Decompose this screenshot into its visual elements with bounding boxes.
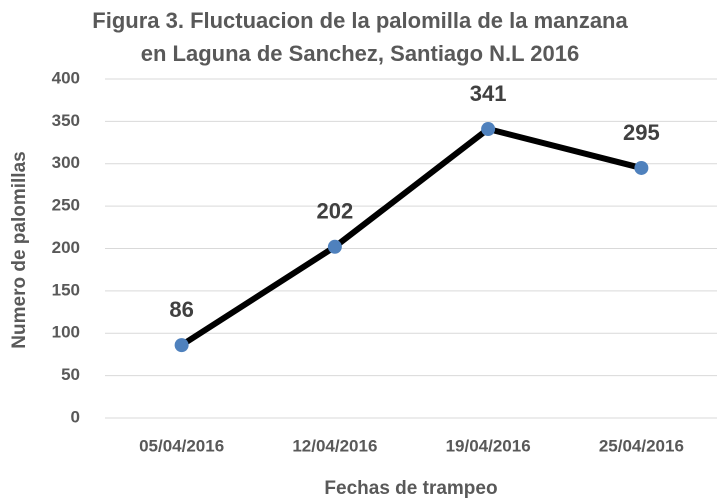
y-tick-label: 0 bbox=[71, 407, 80, 426]
y-axis-label: Numero de palomillas bbox=[9, 151, 30, 348]
data-point bbox=[174, 338, 189, 353]
y-tick-label: 100 bbox=[52, 323, 80, 342]
y-tick-label: 350 bbox=[52, 111, 80, 130]
x-axis-label: Fechas de trampeo bbox=[324, 478, 497, 499]
chart-title: Figura 3. Fluctuacion de la palomilla de… bbox=[92, 8, 628, 33]
y-tick-label: 300 bbox=[52, 153, 80, 172]
chart-title: en Laguna de Sanchez, Santiago N.L 2016 bbox=[141, 41, 580, 66]
y-tick-label: 400 bbox=[52, 68, 80, 87]
data-label: 341 bbox=[470, 81, 507, 106]
y-tick-label: 50 bbox=[61, 365, 80, 384]
data-point bbox=[481, 122, 496, 137]
x-tick-label: 25/04/2016 bbox=[599, 436, 684, 455]
x-tick-label: 05/04/2016 bbox=[139, 436, 224, 455]
y-tick-label: 200 bbox=[52, 238, 80, 257]
y-tick-label: 150 bbox=[52, 280, 80, 299]
data-label: 202 bbox=[317, 199, 354, 224]
y-tick-label: 250 bbox=[52, 196, 80, 215]
data-line bbox=[180, 126, 643, 348]
x-tick-label: 12/04/2016 bbox=[292, 436, 377, 455]
data-label: 86 bbox=[169, 297, 193, 322]
data-point bbox=[634, 160, 649, 175]
data-point bbox=[327, 239, 342, 254]
data-label: 295 bbox=[623, 120, 660, 145]
x-tick-label: 19/04/2016 bbox=[446, 436, 531, 455]
